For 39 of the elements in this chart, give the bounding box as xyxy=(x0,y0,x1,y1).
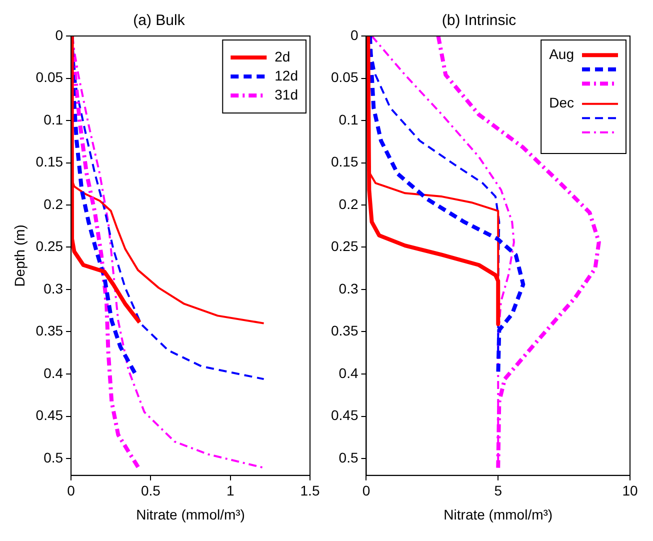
y-tick-label: 0.35 xyxy=(331,322,358,339)
y-tick-label: 0.4 xyxy=(338,364,358,381)
legend-label: Aug xyxy=(549,46,574,62)
y-tick-label: 0.2 xyxy=(44,196,64,212)
legend-label: 31d xyxy=(274,86,298,102)
y-tick-label: 0.15 xyxy=(331,154,358,170)
y-tick-label: 0.15 xyxy=(36,154,64,170)
y-tick-label: 0.1 xyxy=(44,111,64,128)
y-tick-label: 0.35 xyxy=(36,322,64,339)
chart-title: (a) Bulk xyxy=(133,12,186,30)
legend-label: 12d xyxy=(274,67,298,84)
chart-title: (b) Intrinsic xyxy=(442,12,517,30)
x-tick-label: 1 xyxy=(226,482,234,499)
y-tick-label: 0.1 xyxy=(338,111,358,128)
x-axis-title: Nitrate (mmol/m³) xyxy=(136,506,245,522)
y-tick-label: 0 xyxy=(55,26,64,43)
x-tick-label: 5 xyxy=(494,482,502,499)
y-tick-label: 0.25 xyxy=(331,238,358,254)
y-tick-label: 0.2 xyxy=(338,196,358,212)
x-tick-label: 10 xyxy=(622,482,638,499)
y-tick-label: 0.5 xyxy=(44,449,64,466)
x-tick-label: 0 xyxy=(362,482,370,499)
y-tick-label: 0.05 xyxy=(36,69,64,86)
y-tick-label: 0.25 xyxy=(36,238,64,254)
x-tick-label: 0 xyxy=(67,482,76,499)
y-tick-label: 0.45 xyxy=(36,407,64,424)
y-tick-label: 0.5 xyxy=(338,449,358,466)
x-tick-label: 1.5 xyxy=(300,482,320,499)
y-axis-title: Depth (m) xyxy=(11,224,28,287)
y-tick-label: 0.45 xyxy=(331,407,358,424)
y-tick-label: 0 xyxy=(350,26,358,43)
x-axis-title: Nitrate (mmol/m³) xyxy=(444,506,553,522)
y-tick-label: 0.3 xyxy=(44,280,64,296)
y-tick-label: 0.05 xyxy=(331,69,358,86)
legend-label: 2d xyxy=(274,48,290,64)
legend-label: Dec xyxy=(549,94,574,111)
y-tick-label: 0.3 xyxy=(338,280,358,296)
y-tick-label: 0.4 xyxy=(44,364,64,381)
x-tick-label: 0.5 xyxy=(140,482,161,499)
